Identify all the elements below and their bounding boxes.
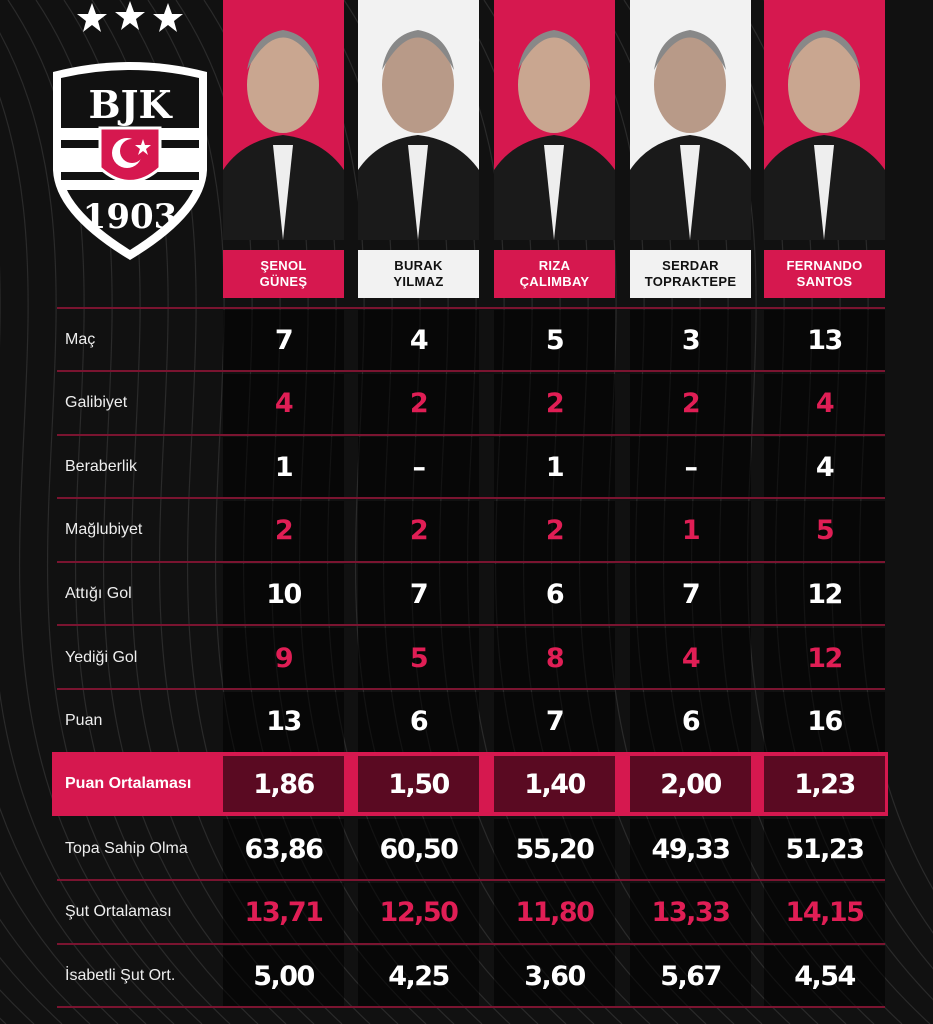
stat-value: 5 [358,628,479,688]
stat-value: 49,33 [630,819,751,879]
person-silhouette-icon [630,30,751,240]
row-label: Puan Ortalaması [65,775,192,792]
stat-value: 13,71 [223,882,344,943]
stat-value: 1,40 [494,756,615,812]
row-divider [57,879,885,881]
stat-value: 6 [358,691,479,752]
stat-value: 7 [630,564,751,625]
stat-value: 1,86 [223,756,344,812]
row-label: Beraberlik [65,457,138,475]
stat-value: 4 [223,373,344,434]
row-label: İsabetli Şut Ort. [65,966,176,984]
row-divider [57,307,885,309]
row-label: Mağlubiyet [65,521,143,539]
coach-name: FERNANDO SANTOS [764,250,885,298]
stat-value: 5,67 [630,946,751,1006]
row-divider [57,497,885,499]
stat-value: 7 [358,564,479,625]
stat-value: 4,25 [358,946,479,1006]
coach-photo [223,0,344,240]
row-divider [57,434,885,436]
stat-value: 2 [494,500,615,561]
stat-value: 1 [494,437,615,498]
stat-value: 16 [764,691,885,752]
stat-value: 14,15 [764,882,885,943]
stat-value: 13,33 [630,882,751,943]
stat-value: 3 [630,310,751,370]
stat-value: 4 [630,628,751,688]
stat-value: – [358,437,479,498]
stat-value: 4 [764,373,885,434]
person-silhouette-icon [494,30,615,240]
stat-value: 1,50 [358,756,479,812]
coach-name: BURAK YILMAZ [358,250,479,298]
stat-value: 55,20 [494,819,615,879]
stat-value: 13 [764,310,885,370]
row-divider [57,561,885,563]
stat-value: 7 [494,691,615,752]
row-label: Yediği Gol [65,648,138,666]
stat-value: 11,80 [494,882,615,943]
row-label: Galibiyet [65,394,128,412]
person-silhouette-icon [358,30,479,240]
stat-value: 6 [494,564,615,625]
coach-name: ŞENOL GÜNEŞ [223,250,344,298]
row-divider [57,624,885,626]
row-label: Puan [65,712,103,730]
person-silhouette-icon [223,30,344,240]
row-divider [57,1006,885,1008]
stat-value: 4,54 [764,946,885,1006]
row-divider [57,370,885,372]
row-divider [57,943,885,945]
stat-value: 63,86 [223,819,344,879]
svg-text:1903: 1903 [83,197,178,237]
stat-value: 51,23 [764,819,885,879]
stat-value: 2 [630,373,751,434]
coach-photo [358,0,479,240]
stat-value: 5,00 [223,946,344,1006]
stat-value: 7 [223,310,344,370]
stat-value: 2 [358,373,479,434]
stat-value: 2 [358,500,479,561]
besiktas-logo: BJK 1903 [53,1,207,260]
row-label: Topa Sahip Olma [65,839,188,857]
stat-value: 2 [494,373,615,434]
coach-photo [764,0,885,240]
row-label: Şut Ortalaması [65,903,172,920]
stat-value: 5 [494,310,615,370]
stat-value: 2 [223,500,344,561]
coach-photo [494,0,615,240]
stat-value: – [630,437,751,498]
stat-value: 1,23 [764,756,885,812]
stat-value: 12 [764,628,885,688]
person-silhouette-icon [764,30,885,240]
svg-text:BJK: BJK [88,82,173,127]
stat-value: 12 [764,564,885,625]
stat-value: 6 [630,691,751,752]
stat-value: 4 [358,310,479,370]
stat-value: 4 [764,437,885,498]
stat-value: 1 [630,500,751,561]
stat-value: 2,00 [630,756,751,812]
coach-name: SERDAR TOPRAKTEPE [630,250,751,298]
stat-value: 8 [494,628,615,688]
row-label: Maç [65,330,96,348]
coach-photo [630,0,751,240]
stat-value: 5 [764,500,885,561]
stat-value: 60,50 [358,819,479,879]
row-label: Attığı Gol [65,584,132,602]
stat-value: 10 [223,564,344,625]
row-divider [57,688,885,690]
stat-value: 1 [223,437,344,498]
stat-value: 13 [223,691,344,752]
stat-value: 3,60 [494,946,615,1006]
coach-name: RIZA ÇALIMBAY [494,250,615,298]
stat-value: 9 [223,628,344,688]
stat-value: 12,50 [358,882,479,943]
